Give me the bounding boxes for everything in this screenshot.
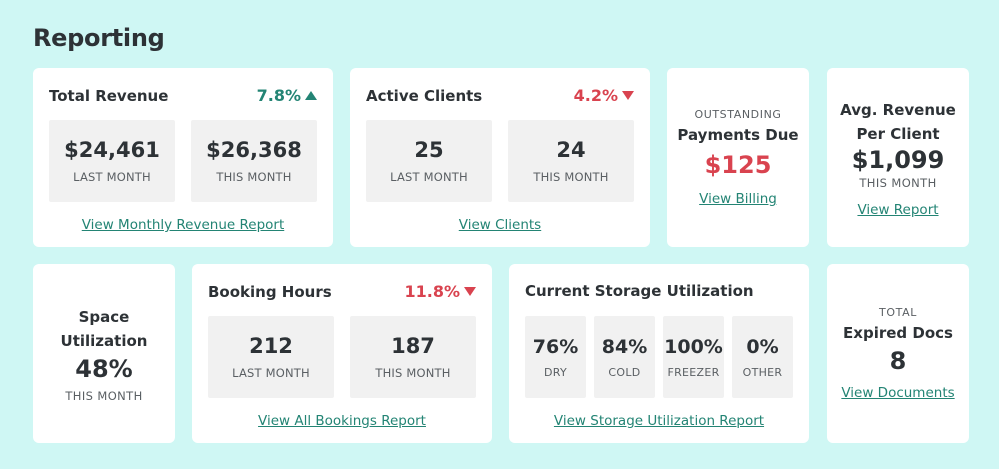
storage-item-value: 100%	[664, 335, 723, 358]
view-monthly-revenue-report-link[interactable]: View Monthly Revenue Report	[81, 217, 285, 233]
total-revenue-this-month-box: $26,368 THIS MONTH	[191, 120, 317, 202]
space-utilization-label: THIS MONTH	[65, 388, 143, 403]
payments-due-card: OUTSTANDING Payments Due $125 View Billi…	[667, 68, 809, 247]
active-clients-last-month-box: 25 LAST MONTH	[366, 120, 492, 202]
storage-item-label: COLD	[608, 365, 641, 379]
avg-revenue-title-line1: Avg. Revenue	[840, 100, 956, 119]
total-revenue-last-month-value: $24,461	[64, 138, 160, 163]
active-clients-last-month-label: LAST MONTH	[390, 169, 468, 184]
total-revenue-trend-value: 7.8%	[256, 86, 301, 105]
trend-up-icon	[305, 91, 317, 100]
booking-hours-this-month-label: THIS MONTH	[375, 365, 451, 380]
view-clients-link[interactable]: View Clients	[458, 217, 542, 233]
trend-down-icon	[622, 91, 634, 100]
space-utilization-title-line2: Utilization	[60, 331, 148, 350]
booking-hours-this-month-value: 187	[391, 334, 435, 359]
storage-item-freezer: 100% FREEZER	[663, 316, 724, 398]
expired-docs-title: Expired Docs	[843, 324, 953, 342]
total-revenue-this-month-value: $26,368	[206, 138, 302, 163]
active-clients-last-month-value: 25	[414, 138, 444, 163]
space-utilization-value: 48%	[75, 354, 133, 383]
booking-hours-last-month-label: LAST MONTH	[232, 365, 310, 380]
active-clients-trend: 4.2%	[574, 86, 634, 105]
booking-hours-this-month-box: 187 THIS MONTH	[350, 316, 476, 398]
storage-utilization-card: Current Storage Utilization 76% DRY 84% …	[509, 264, 809, 443]
storage-item-label: FREEZER	[667, 365, 720, 379]
view-report-link[interactable]: View Report	[857, 201, 939, 218]
active-clients-trend-value: 4.2%	[573, 86, 618, 105]
expired-docs-value: 8	[889, 347, 907, 375]
storage-item-value: 0%	[746, 335, 779, 358]
storage-item-value: 84%	[601, 335, 648, 358]
storage-item-other: 0% OTHER	[732, 316, 793, 398]
avg-revenue-title-line2: Per Client	[856, 124, 940, 143]
booking-hours-last-month-box: 212 LAST MONTH	[208, 316, 334, 398]
avg-revenue-card: Avg. Revenue Per Client $1,099 THIS MONT…	[827, 68, 969, 247]
active-clients-card: Active Clients 4.2% 25 LAST MONTH 24 THI…	[350, 68, 650, 247]
active-clients-this-month-value: 24	[556, 138, 586, 163]
storage-item-value: 76%	[532, 335, 579, 358]
storage-item-cold: 84% COLD	[594, 316, 655, 398]
payments-due-overline: OUTSTANDING	[694, 108, 782, 121]
view-all-bookings-report-link[interactable]: View All Bookings Report	[258, 413, 426, 429]
avg-revenue-label: THIS MONTH	[859, 175, 937, 190]
booking-hours-title: Booking Hours	[208, 282, 332, 301]
view-storage-utilization-report-link[interactable]: View Storage Utilization Report	[553, 413, 765, 429]
total-revenue-title: Total Revenue	[49, 86, 169, 105]
active-clients-this-month-box: 24 THIS MONTH	[508, 120, 634, 202]
avg-revenue-value: $1,099	[851, 145, 945, 174]
payments-due-title: Payments Due	[677, 126, 799, 144]
total-revenue-this-month-label: THIS MONTH	[216, 169, 292, 184]
total-revenue-card: Total Revenue 7.8% $24,461 LAST MONTH $2…	[33, 68, 333, 247]
trend-down-icon	[464, 287, 476, 296]
expired-docs-card: TOTAL Expired Docs 8 View Documents	[827, 264, 969, 443]
storage-utilization-title: Current Storage Utilization	[525, 282, 754, 300]
booking-hours-last-month-value: 212	[249, 334, 293, 359]
total-revenue-last-month-box: $24,461 LAST MONTH	[49, 120, 175, 202]
storage-item-label: DRY	[543, 365, 568, 379]
payments-due-value: $125	[704, 151, 772, 179]
active-clients-this-month-label: THIS MONTH	[533, 169, 609, 184]
booking-hours-trend-value: 11.8%	[404, 282, 460, 301]
booking-hours-card: Booking Hours 11.8% 212 LAST MONTH 187 T…	[192, 264, 492, 443]
expired-docs-overline: TOTAL	[879, 306, 917, 319]
storage-item-label: OTHER	[742, 365, 783, 379]
active-clients-title: Active Clients	[366, 86, 483, 105]
storage-item-dry: 76% DRY	[525, 316, 586, 398]
page-title: Reporting	[33, 24, 165, 52]
total-revenue-last-month-label: LAST MONTH	[73, 169, 151, 184]
booking-hours-trend: 11.8%	[404, 282, 476, 301]
view-documents-link[interactable]: View Documents	[841, 385, 955, 401]
total-revenue-trend: 7.8%	[257, 86, 317, 105]
space-utilization-card: Space Utilization 48% THIS MONTH	[33, 264, 175, 443]
view-billing-link[interactable]: View Billing	[699, 191, 777, 207]
space-utilization-title-line1: Space	[78, 307, 130, 326]
